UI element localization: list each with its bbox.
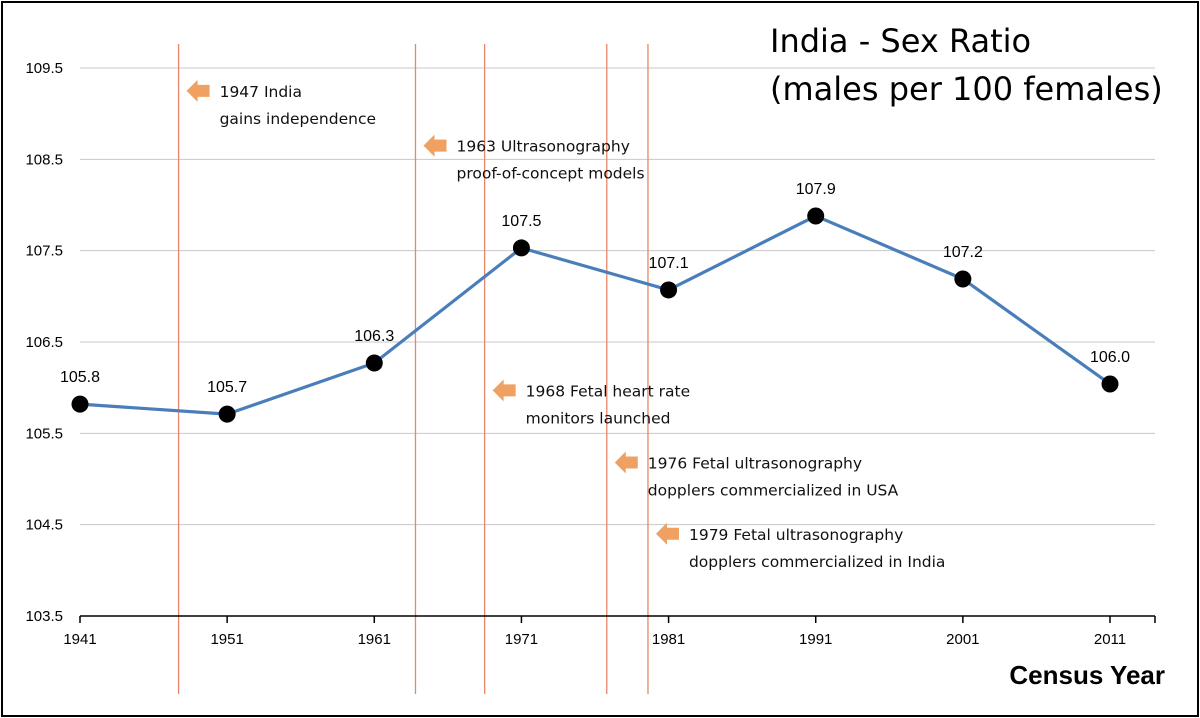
y-tick-label: 106.5 — [25, 334, 63, 351]
data-point — [660, 281, 678, 299]
data-point — [1101, 375, 1119, 393]
x-axis-label: Census Year — [1009, 660, 1165, 690]
x-tick-label: 1971 — [505, 631, 538, 648]
x-tick-label: 1991 — [799, 631, 832, 648]
annotation-text: 1976 Fetal ultrasonography — [648, 455, 862, 473]
data-label: 107.1 — [649, 255, 689, 272]
data-label: 107.9 — [796, 181, 836, 198]
x-tick-label: 1961 — [358, 631, 391, 648]
annotation-text: proof-of-concept models — [456, 165, 644, 183]
x-tick-label: 2011 — [1094, 631, 1126, 648]
data-label: 105.7 — [207, 379, 247, 396]
annotation-text: monitors launched — [526, 409, 671, 427]
data-point — [512, 239, 530, 257]
annotation-text: dopplers commercialized in India — [689, 553, 945, 571]
arrow-left-icon — [423, 134, 447, 157]
arrow-left-icon — [655, 522, 679, 545]
chart-title-line-2: (males per 100 females) — [770, 70, 1163, 108]
chart-title-line-1: India - Sex Ratio — [770, 22, 1031, 60]
data-label: 106.3 — [354, 328, 394, 345]
data-point — [807, 207, 825, 225]
y-tick-label: 103.5 — [25, 608, 63, 625]
data-point — [218, 405, 236, 423]
data-point — [71, 395, 89, 413]
axes: 103.5 104.5 105.5 106.5 107.5 108.5 109.5 1941 1… — [25, 60, 1156, 648]
data-label: 106.0 — [1090, 349, 1130, 366]
annotation-text: dopplers commercialized in USA — [648, 482, 899, 500]
y-tick-label: 109.5 — [25, 60, 63, 77]
gridlines — [80, 67, 1155, 526]
data-point — [365, 354, 383, 372]
y-tick-label: 108.5 — [25, 151, 63, 168]
y-tick-label: 104.5 — [25, 517, 63, 534]
x-tick-label: 1981 — [652, 631, 685, 648]
x-tick-label: 2001 — [946, 631, 979, 648]
arrow-left-icon — [492, 379, 516, 402]
annotation-text: 1963 Ultrasonography — [456, 138, 629, 156]
x-tick-label: 1941 — [63, 631, 96, 648]
series-line — [79, 214, 1111, 416]
annotations: 1947 India gains independence 1963 Ultraso… — [186, 79, 945, 571]
y-tick-label: 107.5 — [25, 243, 63, 260]
event-lines — [177, 44, 649, 694]
arrow-left-icon — [614, 451, 638, 474]
annotation-text: 1979 Fetal ultrasonography — [689, 526, 903, 544]
arrow-left-icon — [186, 79, 210, 102]
data-point — [954, 270, 972, 288]
annotation-text: gains independence — [220, 110, 376, 128]
annotation-text: 1968 Fetal heart rate — [526, 382, 691, 400]
x-tick-label: 1951 — [210, 631, 243, 648]
y-tick-label: 105.5 — [25, 425, 63, 442]
series — [71, 207, 1119, 423]
data-labels: 105.8 105.7 106.3 107.5 107.1 107.9 107.2 106.0 — [60, 181, 1130, 396]
data-label: 107.2 — [943, 244, 983, 261]
annotation-text: 1947 India — [220, 83, 302, 101]
data-label: 105.8 — [60, 369, 100, 386]
data-label: 107.5 — [501, 213, 541, 230]
